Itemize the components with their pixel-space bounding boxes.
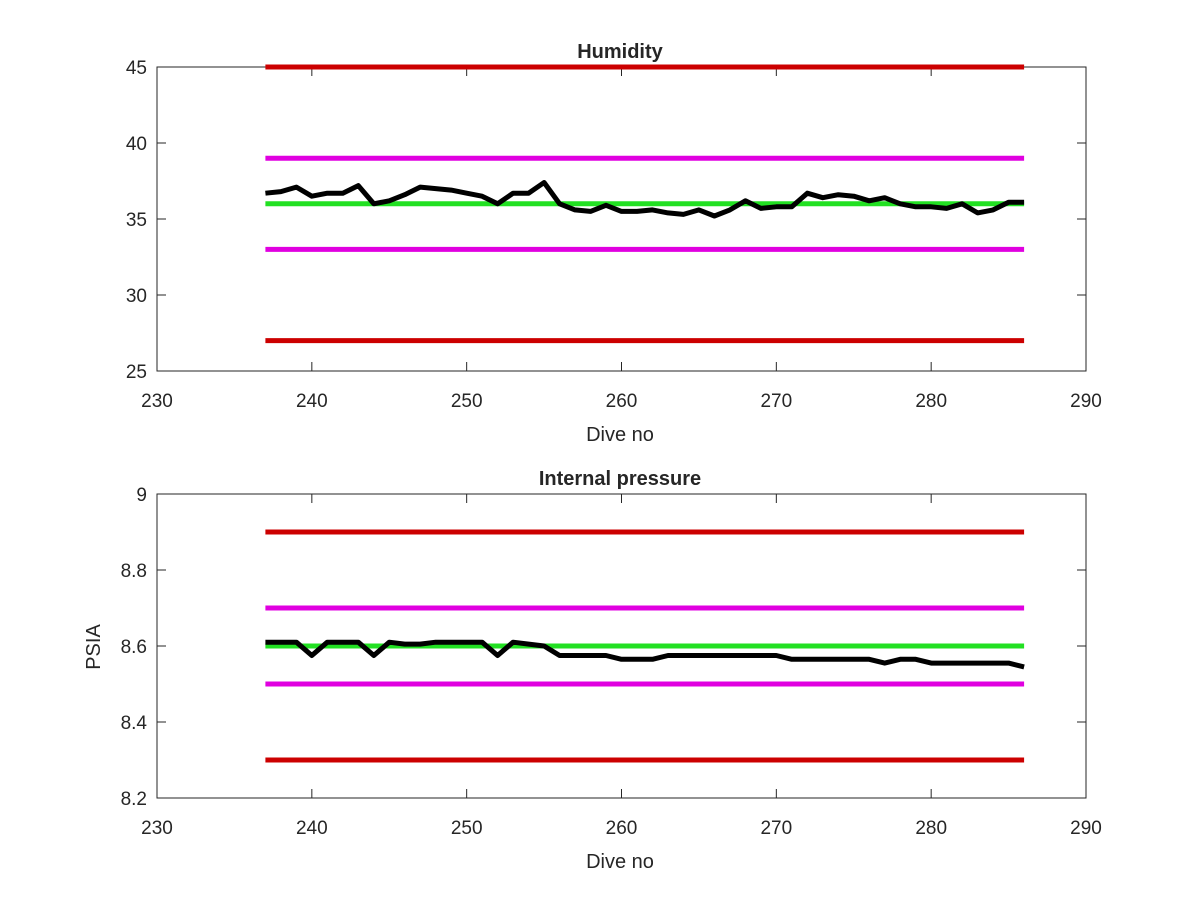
y-tick-label: 8.6 xyxy=(121,637,147,658)
y-tick-label: 8.2 xyxy=(121,789,147,810)
humidity-panel: Humidity Dive no 230 240 250 260 270 280 290 25… xyxy=(126,41,1102,446)
y-tick-label: 8.4 xyxy=(121,713,148,734)
x-axis-label: Dive no xyxy=(586,424,654,446)
y-tick-label: 9 xyxy=(136,485,147,506)
x-tick-label: 250 xyxy=(451,818,483,839)
x-tick-label: 260 xyxy=(606,391,638,412)
axes-box xyxy=(156,66,1087,372)
y-tick-label: 30 xyxy=(126,286,147,307)
x-tick-label: 270 xyxy=(760,818,792,839)
x-tick-label: 240 xyxy=(296,818,328,839)
x-tick-label: 230 xyxy=(141,818,173,839)
panel-title: Humidity xyxy=(577,41,663,63)
y-tick-label: 35 xyxy=(126,210,147,231)
y-tick-label: 45 xyxy=(126,58,147,79)
x-tick-label: 250 xyxy=(451,391,483,412)
x-tick-label: 290 xyxy=(1070,391,1102,412)
x-axis-label: Dive no xyxy=(586,851,654,873)
x-tick-label: 280 xyxy=(915,818,947,839)
y-tick-label: 25 xyxy=(126,362,147,383)
y-tick-label: 40 xyxy=(126,134,147,155)
x-tick-label: 290 xyxy=(1070,818,1102,839)
y-tick-label: 8.8 xyxy=(121,561,147,582)
x-tick-label: 260 xyxy=(606,818,638,839)
internal-pressure-panel: Internal pressure Dive no PSIA 230 240 250… xyxy=(83,468,1102,873)
data-series-line xyxy=(265,639,1025,670)
data-series-line xyxy=(265,180,1025,219)
x-tick-label: 230 xyxy=(141,391,173,412)
y-axis-label: PSIA xyxy=(83,624,105,670)
panel-title: Internal pressure xyxy=(539,468,701,490)
x-tick-label: 240 xyxy=(296,391,328,412)
x-tick-label: 280 xyxy=(915,391,947,412)
x-tick-label: 270 xyxy=(760,391,792,412)
